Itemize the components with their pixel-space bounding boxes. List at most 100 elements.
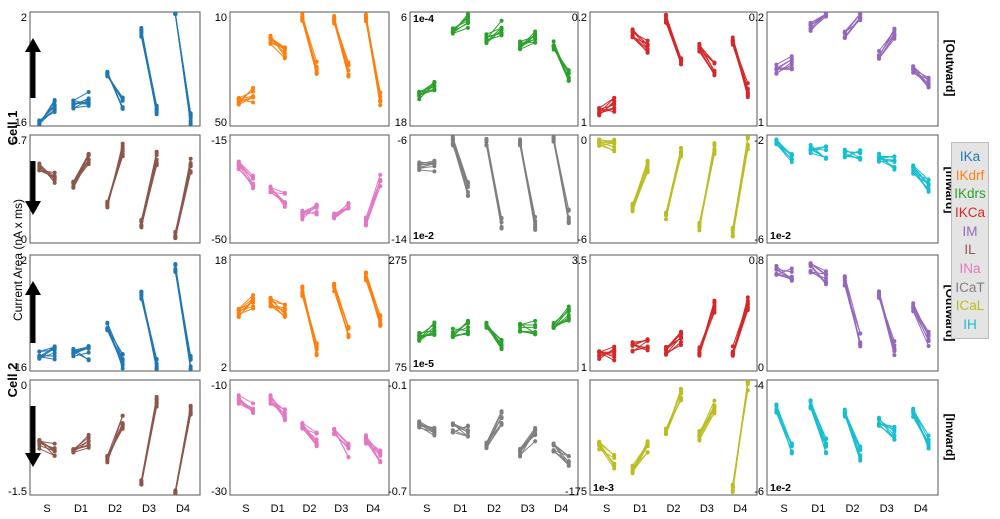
scale-multiplier: 1e-2 (770, 482, 791, 494)
data-point (858, 340, 863, 345)
data-point (808, 26, 813, 31)
x-tick-label: D3 (334, 503, 348, 515)
data-point (892, 425, 897, 430)
trace-line (878, 29, 895, 57)
trace-line (844, 410, 861, 459)
y-tick-label: 0.2 (749, 12, 764, 24)
x-tick-label: D1 (811, 503, 825, 515)
trace-line (302, 422, 317, 434)
data-point (417, 163, 422, 168)
y-tick-label: -6 (397, 135, 407, 147)
data-point (823, 282, 828, 287)
data-point (268, 394, 273, 399)
trace-line (418, 423, 435, 434)
trace-line (174, 412, 192, 494)
data-point (86, 100, 91, 105)
data-point (432, 327, 437, 332)
data-point (926, 189, 931, 194)
trace-line (39, 109, 55, 123)
data-point (188, 410, 193, 415)
data-point (52, 449, 57, 454)
trace-line (598, 444, 615, 465)
data-point (86, 157, 91, 162)
data-point (808, 270, 813, 275)
data-point (52, 453, 57, 458)
data-point (551, 441, 556, 446)
trace-line (776, 55, 793, 66)
y-tick-label: -0.7 (388, 486, 407, 498)
data-point (730, 490, 735, 495)
trace-line (632, 338, 648, 347)
data-point (450, 30, 455, 35)
trace-line (452, 424, 469, 433)
data-point (697, 228, 702, 233)
trace-line (333, 432, 349, 449)
panel-2-0-ika: 2 16 (15, 254, 201, 374)
data-point (612, 109, 617, 114)
trace-line (698, 142, 715, 228)
data-point (712, 298, 717, 303)
trace-line (665, 341, 682, 356)
y-tick-label: 0 (21, 380, 27, 392)
trace-line (519, 139, 536, 225)
trace-line (665, 154, 682, 214)
trace-line (419, 169, 435, 172)
panel-1-1-ina: -15 -50 (211, 134, 390, 246)
data-point (630, 469, 635, 474)
legend-entry-im: IM (962, 223, 978, 239)
data-point (499, 342, 504, 347)
trace-line (238, 168, 254, 187)
data-point (37, 439, 42, 444)
data-point (120, 141, 125, 146)
panel-1-4-ih: -2 -6 1e-2 (754, 134, 939, 246)
data-point (645, 164, 650, 169)
data-point (823, 436, 828, 441)
data-point (282, 305, 287, 310)
y-tick-label: 10 (215, 12, 227, 24)
y-tick-label: 18 (215, 255, 227, 267)
panel-frame (589, 254, 758, 372)
x-tick-label: D1 (74, 503, 88, 515)
data-point (52, 354, 57, 359)
data-point (911, 171, 916, 176)
data-point (499, 18, 504, 23)
trace-line (419, 161, 435, 164)
panel-frame (29, 11, 201, 127)
data-point (300, 284, 305, 289)
panel-frame (409, 254, 579, 372)
data-point (52, 107, 57, 112)
data-point (645, 344, 650, 349)
data-point (378, 98, 383, 103)
trace-line (486, 325, 502, 342)
data-point (363, 215, 368, 220)
trace-line (418, 426, 435, 436)
data-point (37, 164, 42, 169)
data-point (86, 90, 91, 95)
trace-line (452, 143, 469, 196)
panel-frame (29, 134, 201, 244)
data-point (679, 332, 684, 337)
trace-line (238, 308, 254, 315)
data-point (86, 432, 91, 437)
data-point (679, 340, 684, 345)
trace-line (598, 97, 615, 109)
trace-line (553, 309, 570, 329)
data-point (105, 70, 110, 75)
data-point (484, 143, 489, 148)
data-point (282, 204, 287, 209)
trace-line (878, 157, 895, 168)
data-point (774, 410, 779, 415)
trace-line (665, 15, 682, 59)
data-point (378, 184, 383, 189)
data-point (314, 212, 319, 217)
trace-line (732, 144, 749, 236)
data-point (314, 442, 319, 447)
data-point (823, 272, 828, 277)
data-point (789, 54, 794, 59)
data-point (745, 92, 750, 97)
data-point (858, 453, 863, 458)
data-point (120, 152, 125, 157)
data-point (71, 184, 76, 189)
x-tick-label: D2 (108, 503, 122, 515)
data-point (52, 173, 57, 178)
